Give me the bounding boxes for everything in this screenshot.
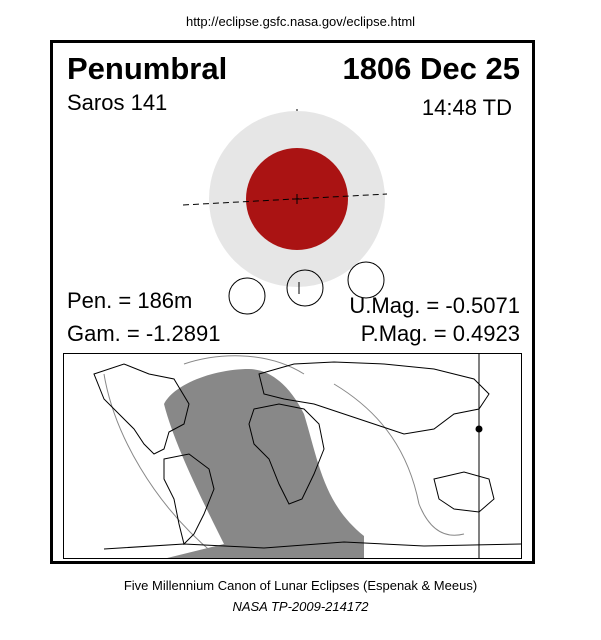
world-map-svg [64, 354, 521, 558]
greatest-eclipse-point [475, 425, 483, 433]
australia-outline [433, 471, 495, 513]
umbral-magnitude: U.Mag. = -0.5071 [349, 293, 520, 318]
moon-position-last [347, 261, 385, 299]
eclipse-panel: Penumbral 1806 Dec 25 Saros 141 14:48 TD… [50, 40, 535, 564]
visibility-map [63, 353, 522, 559]
eclipse-date: 1806 Dec 25 [342, 51, 520, 86]
penumbral-magnitude: P.Mag. = 0.4923 [360, 321, 520, 346]
source-url[interactable]: http://eclipse.gsfc.nasa.gov/eclipse.htm… [185, 14, 416, 29]
footer-citation: Five Millennium Canon of Lunar Eclipses … [123, 578, 478, 593]
eclipse-type: Penumbral [67, 51, 228, 86]
penumbral-duration: Pen. = 186m [67, 288, 193, 313]
gamma-value: Gam. = -1.2891 [67, 321, 221, 346]
eclipse-shadow-region [164, 369, 364, 558]
moon-path-line [182, 193, 388, 206]
contact-curve-east [333, 383, 465, 536]
africa-outline [248, 403, 325, 505]
moon-position-greatest [286, 269, 324, 307]
eurasia-outline [258, 361, 490, 435]
moon-position-first [228, 277, 266, 315]
footer-publication: NASA TP-2009-214172 [232, 599, 369, 614]
south-america-outline [163, 453, 215, 545]
antarctica-outline [103, 541, 521, 550]
eclipse-time: 14:48 TD [421, 95, 512, 120]
saros-number: Saros 141 [67, 90, 168, 115]
north-america-outline [93, 363, 190, 455]
eclipse-geometry-diagram [182, 109, 388, 315]
contact-curve-north [183, 355, 305, 375]
